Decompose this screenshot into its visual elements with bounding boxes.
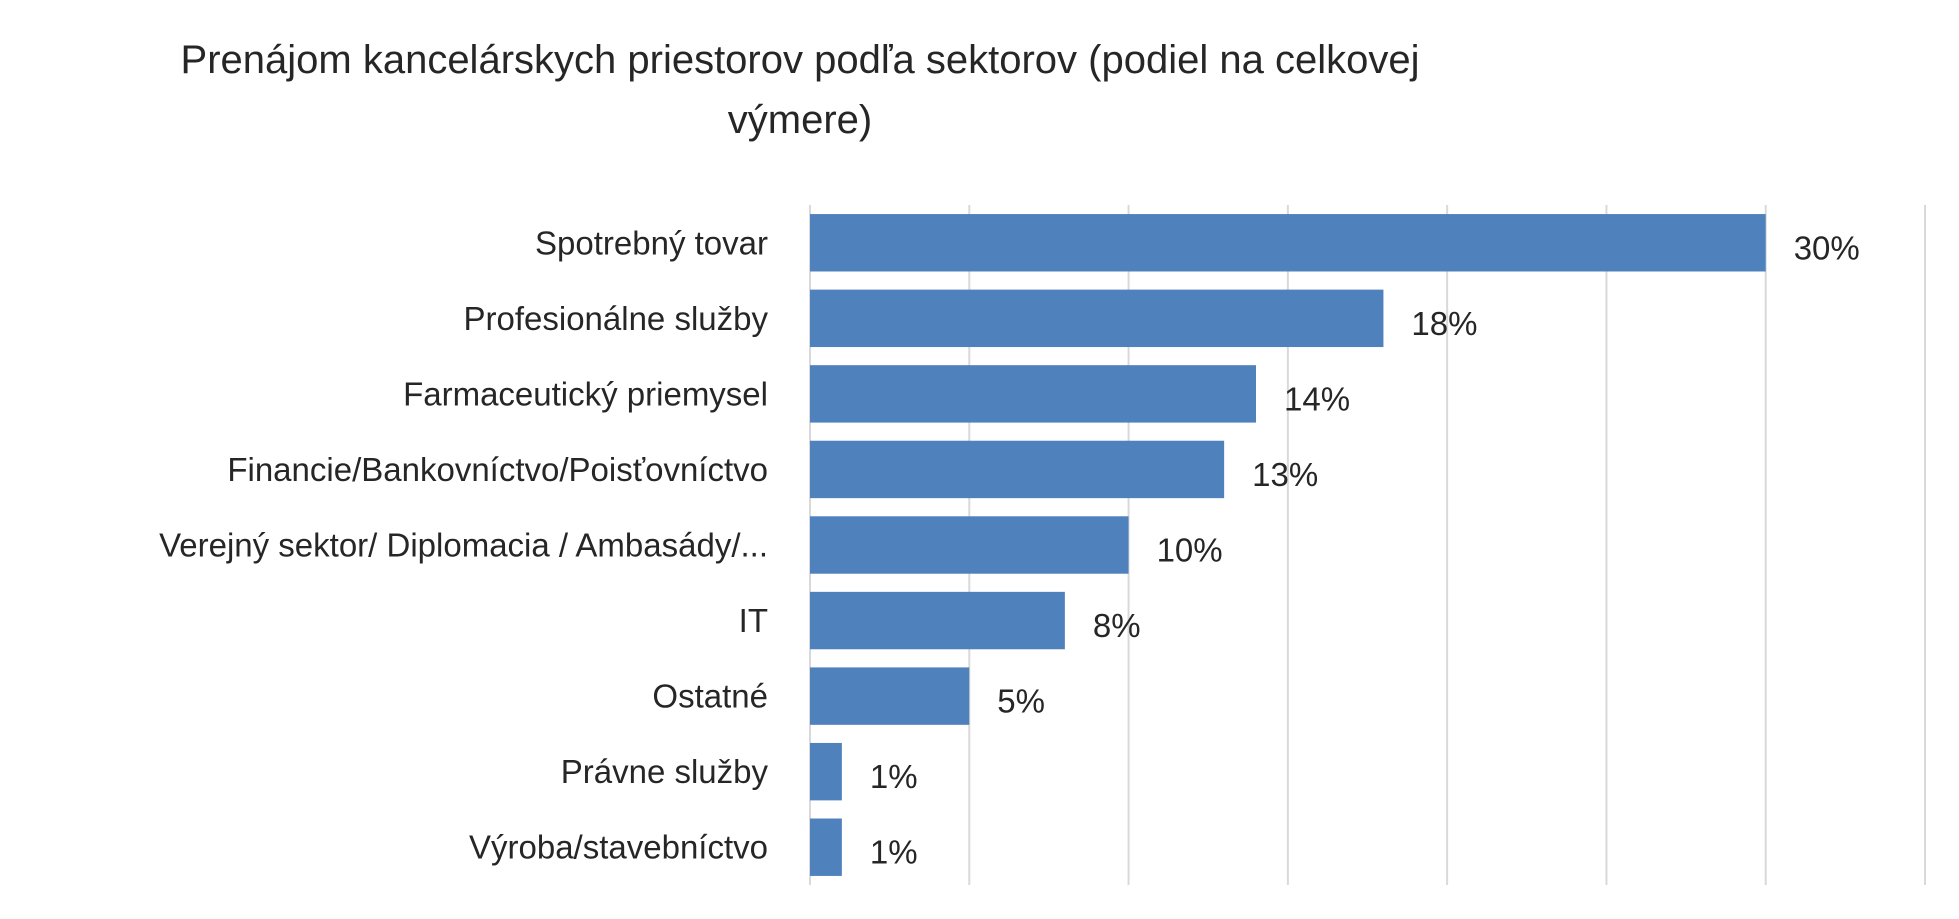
category-label: Farmaceutický priemysel	[403, 375, 768, 412]
category-label: Právne služby	[561, 753, 769, 790]
chart-title: Prenájom kancelárskych priestorov podľa …	[180, 38, 1420, 142]
bar	[810, 289, 1384, 348]
bars	[810, 214, 1766, 876]
bar	[810, 516, 1129, 574]
category-label: IT	[739, 602, 768, 639]
bar	[810, 667, 970, 725]
value-labels: 30% 18% 14% 13% 10% 8% 5% 1% 1%	[870, 229, 1860, 870]
category-label: Ostatné	[652, 678, 768, 715]
bar	[810, 818, 842, 876]
data-label: 8%	[1093, 607, 1141, 644]
bar	[810, 742, 842, 801]
category-label: Spotrebný tovar	[535, 224, 768, 261]
data-label: 10%	[1157, 532, 1223, 569]
category-label: Verejný sektor/ Diplomacia / Ambasády/..…	[159, 527, 768, 564]
data-label: 5%	[997, 683, 1045, 720]
category-labels: Spotrebný tovar Profesionálne služby Farma…	[159, 224, 768, 865]
data-label: 1%	[870, 758, 918, 795]
data-label: 13%	[1252, 456, 1318, 493]
category-label: Profesionálne služby	[463, 300, 768, 337]
bar	[810, 591, 1065, 650]
data-label: 18%	[1411, 305, 1477, 342]
bar	[810, 440, 1225, 499]
data-label: 30%	[1794, 229, 1860, 266]
category-label: Výroba/stavebníctvo	[469, 829, 768, 866]
data-label: 1%	[870, 834, 918, 871]
category-label: Financie/Bankovníctvo/Poisťovníctvo	[227, 451, 768, 488]
bar	[810, 214, 1766, 272]
data-label: 14%	[1284, 380, 1350, 417]
bar	[810, 365, 1256, 423]
